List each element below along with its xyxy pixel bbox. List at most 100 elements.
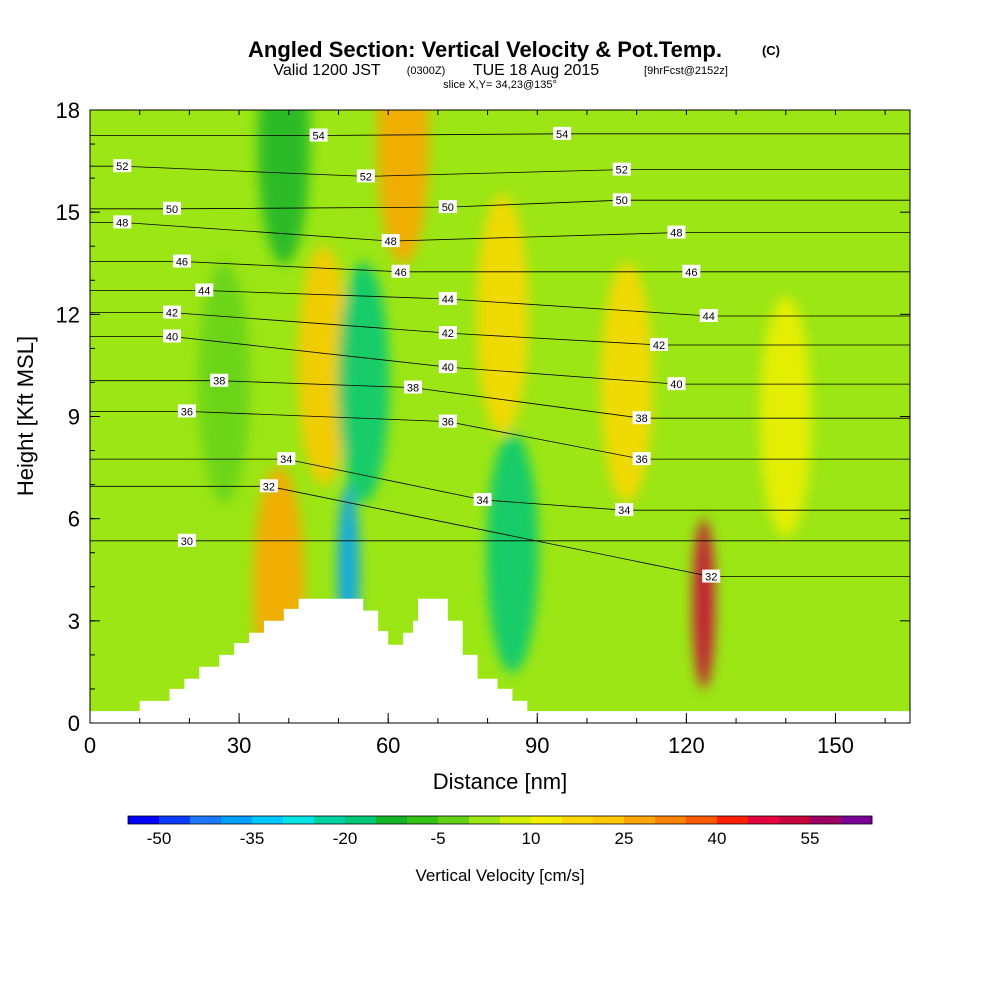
x-tick-label: 60: [376, 733, 400, 758]
colorbar-swatch-16: [624, 816, 656, 824]
svg-text:34: 34: [618, 505, 630, 517]
velocity-feature-7: [692, 518, 715, 689]
colorbar-swatch-0: [128, 816, 160, 824]
contour-label-19: 42: [650, 337, 669, 352]
valid-date: TUE 18 Aug 2015: [473, 62, 599, 79]
valid-utc: (0300Z): [407, 65, 446, 77]
contour-label-34: 30: [177, 533, 196, 548]
velocity-feature-6: [257, 110, 310, 265]
colorbar-tick-label: -5: [430, 829, 445, 848]
svg-text:44: 44: [703, 311, 715, 323]
svg-text:34: 34: [476, 495, 488, 507]
svg-text:36: 36: [442, 417, 454, 429]
svg-text:36: 36: [181, 406, 193, 418]
colorbar-swatch-19: [717, 816, 749, 824]
svg-text:46: 46: [176, 257, 188, 269]
colorbar-swatch-17: [655, 816, 687, 824]
colorbar-swatch-9: [407, 816, 439, 824]
y-axis-label: Height [Kft MSL]: [13, 336, 38, 496]
contour-label-32: 32: [259, 479, 278, 493]
colorbar-tick-label: -50: [147, 829, 172, 848]
colorbar-swatch-10: [438, 816, 470, 824]
svg-text:44: 44: [198, 285, 210, 297]
svg-text:40: 40: [442, 362, 454, 374]
contour-label-27: 36: [438, 414, 457, 429]
colorbar-swatch-15: [593, 816, 625, 824]
contour-label-10: 48: [667, 225, 686, 240]
y-tick-label: 9: [68, 405, 80, 430]
colorbar-swatch-21: [779, 816, 811, 824]
colorbar-swatch-4: [252, 816, 284, 824]
colorbar: -50 -35 -20 -5 10 25 40 55: [127, 815, 873, 848]
svg-text:50: 50: [616, 195, 628, 207]
velocity-feature-11: [759, 296, 812, 537]
svg-text:50: 50: [166, 204, 178, 216]
velocity-feature-4: [486, 432, 539, 673]
colorbar-swatch-22: [810, 816, 842, 824]
colorbar-swatch-7: [345, 816, 377, 824]
contour-label-20: 40: [163, 329, 181, 343]
contour-label-22: 40: [667, 377, 686, 391]
colorbar-swatch-1: [159, 816, 191, 824]
svg-text:50: 50: [442, 202, 454, 214]
contour-label-0: 54: [309, 128, 328, 143]
terrain: [90, 598, 910, 723]
contour-label-1: 54: [553, 126, 572, 141]
x-axis: 0 30 60 90 120 150: [84, 110, 886, 758]
contour-label-9: 48: [381, 234, 400, 248]
svg-text:54: 54: [312, 131, 324, 143]
contour-label-11: 46: [172, 254, 191, 269]
theta-contour-32: [90, 485, 910, 577]
svg-text:52: 52: [360, 171, 372, 183]
svg-text:38: 38: [636, 413, 648, 425]
contour-label-5: 50: [163, 201, 181, 216]
contour-label-2: 52: [113, 159, 132, 173]
theta-contour-54: [90, 133, 910, 136]
svg-text:44: 44: [442, 294, 454, 306]
svg-text:30: 30: [181, 536, 193, 548]
contour-label-23: 38: [210, 373, 229, 388]
colorbar-swatch-6: [314, 816, 346, 824]
contour-label-13: 46: [682, 264, 701, 279]
contour-labels: 54 54 52 52 52 50 50 50 48 48 48 46 46 46 44 44 44 42 42 42…: [113, 126, 721, 584]
contour-label-16: 44: [699, 309, 718, 323]
colorbar-tick-label: 25: [615, 829, 634, 848]
contour-label-31: 34: [615, 503, 634, 517]
x-tick-label: 30: [227, 733, 251, 758]
colorbar-swatch-23: [841, 816, 873, 824]
colorbar-swatch-11: [469, 816, 501, 824]
contour-label-15: 44: [438, 292, 457, 306]
y-tick-label: 3: [68, 609, 80, 634]
y-tick-label: 12: [56, 302, 80, 327]
svg-text:48: 48: [116, 217, 128, 229]
chart-title: Angled Section: Vertical Velocity & Pot.…: [248, 37, 722, 62]
colorbar-tick-label: -35: [240, 829, 265, 848]
colorbar-swatch-20: [748, 816, 780, 824]
svg-text:54: 54: [556, 129, 568, 141]
svg-text:52: 52: [616, 165, 628, 177]
y-tick-label: 18: [56, 98, 80, 123]
colorbar-label: Vertical Velocity [cm/s]: [415, 866, 584, 885]
valid-prefix: Valid 1200 JST: [273, 62, 381, 79]
svg-text:36: 36: [636, 454, 648, 466]
colorbar-swatch-2: [190, 816, 222, 824]
contour-label-8: 48: [113, 215, 132, 229]
svg-text:48: 48: [670, 228, 682, 240]
svg-text:40: 40: [670, 379, 682, 391]
contour-label-18: 42: [438, 326, 457, 340]
velocity-field: [198, 110, 812, 707]
colorbar-swatch-13: [531, 816, 563, 824]
svg-text:52: 52: [116, 161, 128, 173]
x-tick-label: 90: [525, 733, 549, 758]
velocity-feature-1: [297, 245, 350, 486]
chart-title-unit: (C): [762, 43, 780, 58]
forecast-info: [9hrFcst@2152z]: [644, 65, 728, 77]
contour-label-17: 42: [163, 305, 181, 320]
x-tick-label: 120: [668, 733, 705, 758]
colorbar-swatch-14: [562, 816, 594, 824]
svg-text:40: 40: [166, 331, 178, 343]
colorbar-frame: [127, 815, 873, 825]
colorbar-swatch-18: [686, 816, 718, 824]
